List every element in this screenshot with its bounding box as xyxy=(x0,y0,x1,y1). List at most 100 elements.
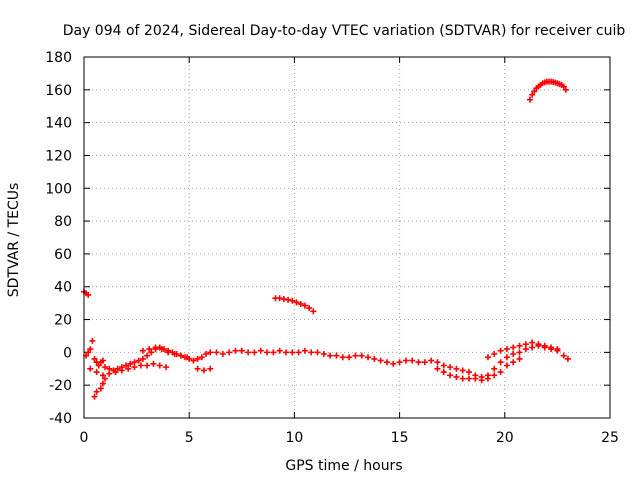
data-point xyxy=(102,375,109,382)
data-point xyxy=(310,308,317,315)
data-point xyxy=(264,349,271,356)
data-point xyxy=(453,373,460,380)
data-point xyxy=(276,295,283,302)
data-point xyxy=(339,354,346,361)
data-point xyxy=(276,347,283,354)
data-point xyxy=(289,349,296,356)
y-tick-label: -40 xyxy=(49,411,72,427)
data-point xyxy=(529,91,536,98)
y-tick-label: 60 xyxy=(54,247,72,263)
data-point xyxy=(535,341,542,348)
data-point xyxy=(459,375,466,382)
data-point xyxy=(203,351,210,358)
data-point xyxy=(459,367,466,374)
data-point xyxy=(125,365,132,372)
data-point xyxy=(527,96,534,103)
data-point xyxy=(377,357,384,364)
data-point xyxy=(491,351,498,358)
data-point xyxy=(320,351,327,358)
data-point xyxy=(346,354,353,361)
data-point xyxy=(453,365,460,372)
data-point xyxy=(190,357,197,364)
data-point xyxy=(484,354,491,361)
data-point xyxy=(137,362,144,369)
data-point xyxy=(156,362,163,369)
y-tick-label: 160 xyxy=(45,83,72,99)
data-point xyxy=(529,339,536,346)
data-point xyxy=(127,360,134,367)
data-point xyxy=(139,355,146,362)
data-point xyxy=(503,346,510,353)
x-tick-label: 15 xyxy=(391,430,409,446)
data-point xyxy=(510,359,517,366)
data-point xyxy=(497,347,504,354)
x-axis-label: GPS time / hours xyxy=(285,458,402,474)
y-tick-label: 120 xyxy=(45,148,72,164)
data-point xyxy=(135,357,142,364)
data-point xyxy=(99,380,106,387)
data-point xyxy=(87,365,94,372)
data-point xyxy=(207,349,214,356)
data-point xyxy=(118,367,125,374)
data-point xyxy=(516,355,523,362)
data-point xyxy=(371,355,378,362)
data-point xyxy=(251,349,258,356)
data-point xyxy=(516,342,523,349)
data-point xyxy=(402,357,409,364)
data-point xyxy=(97,385,104,392)
data-point xyxy=(114,365,121,372)
data-point xyxy=(152,344,159,351)
data-point xyxy=(177,352,184,359)
data-point xyxy=(510,344,517,351)
data-point xyxy=(106,370,113,377)
data-point xyxy=(200,367,207,374)
data-point xyxy=(548,344,555,351)
data-point xyxy=(89,337,96,344)
data-point xyxy=(93,369,100,376)
data-point xyxy=(123,362,130,369)
data-point xyxy=(102,364,109,371)
data-point xyxy=(282,349,289,356)
data-point xyxy=(131,364,138,371)
data-point xyxy=(428,357,435,364)
y-tick-label: 180 xyxy=(45,50,72,66)
x-tick-label: 10 xyxy=(285,430,303,446)
data-point xyxy=(358,352,365,359)
data-point xyxy=(516,349,523,356)
data-point xyxy=(194,355,201,362)
y-tick-label: 80 xyxy=(54,214,72,230)
x-tick-label: 20 xyxy=(496,430,514,446)
data-point xyxy=(306,305,313,312)
data-point xyxy=(421,359,428,366)
data-point xyxy=(447,364,454,371)
data-point xyxy=(232,347,239,354)
data-point xyxy=(213,349,220,356)
data-point xyxy=(365,354,372,361)
data-point xyxy=(560,352,567,359)
data-point xyxy=(314,349,321,356)
y-tick-label: 0 xyxy=(63,345,72,361)
data-point xyxy=(415,359,422,366)
data-point xyxy=(541,342,548,349)
data-point xyxy=(285,296,292,303)
data-point xyxy=(554,346,561,353)
data-point xyxy=(472,375,479,382)
data-point xyxy=(564,355,571,362)
data-point xyxy=(91,355,98,362)
data-point xyxy=(510,351,517,358)
data-point xyxy=(257,347,264,354)
data-point xyxy=(146,346,153,353)
data-point xyxy=(297,300,304,307)
data-point xyxy=(301,347,308,354)
data-point xyxy=(484,375,491,382)
data-point xyxy=(139,347,146,354)
data-point xyxy=(198,354,205,361)
data-point xyxy=(440,362,447,369)
data-point xyxy=(491,372,498,379)
tick-labels: 0 5 10 15 20 25 -40 -20 0 20 40 60 80 100 120 140 160 180 xyxy=(45,50,619,446)
data-point xyxy=(352,352,359,359)
y-tick-label: -20 xyxy=(49,378,72,394)
y-tick-label: 100 xyxy=(45,181,72,197)
data-point xyxy=(280,296,287,303)
